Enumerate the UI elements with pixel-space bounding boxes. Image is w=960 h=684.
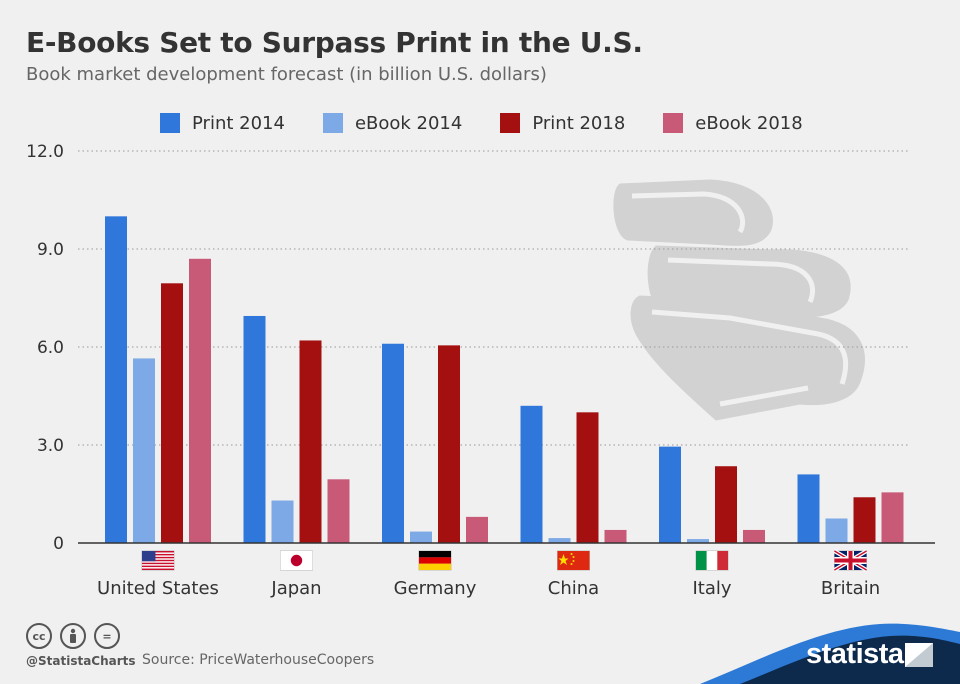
x-tick-label: Britain (821, 578, 880, 599)
flag-stripe (142, 559, 174, 562)
bar-print-2014 (797, 474, 820, 543)
japan-flag-icon (280, 550, 313, 571)
flag-stripe (419, 563, 451, 570)
x-tick-label: Germany (394, 578, 477, 599)
flag-stripe (142, 551, 174, 553)
flag-stripe (717, 551, 728, 570)
y-tick-label: 0 (53, 534, 64, 554)
x-tick-label: United States (97, 578, 219, 599)
italy-flag-icon (695, 550, 729, 571)
flag-small-star (570, 563, 573, 565)
legend-label: Print 2014 (192, 112, 285, 134)
books-illustration-details (631, 191, 849, 407)
flag-stripe (706, 551, 718, 570)
flag-cross-red (834, 558, 867, 563)
bar-print-2018 (576, 412, 599, 543)
bar-ebook-2014 (548, 538, 571, 543)
bar-print-2014 (659, 446, 681, 543)
bar-print-2018 (715, 466, 737, 543)
statista-handle[interactable]: @StatistaCharts (26, 654, 136, 668)
y-axis: 12.0 9.0 6.0 3.0 0 (26, 142, 64, 554)
bar-ebook-2018 (466, 516, 488, 543)
flag-small-star (572, 556, 575, 558)
legend: Print 2014 eBook 2014 Print 2018 eBook 2… (160, 110, 841, 136)
flag-stripe (696, 551, 707, 570)
legend-swatch (500, 113, 521, 133)
bar-ebook-2018 (327, 479, 350, 543)
legend-swatch (160, 113, 180, 133)
bar-ebook-2018 (604, 529, 627, 543)
grid (78, 150, 910, 446)
bar-ebook-2014 (410, 531, 432, 543)
bars (105, 216, 904, 544)
bar-print-2014 (520, 405, 543, 543)
y-tick-label: 6.0 (37, 338, 64, 358)
china-flag-icon (557, 550, 590, 571)
bar-print-2014 (105, 216, 127, 544)
germany-flag-icon (418, 550, 452, 571)
legend-label: eBook 2018 (695, 112, 803, 134)
legend-label: Print 2018 (532, 112, 626, 134)
flag-canton (142, 551, 156, 562)
uk-flag-icon (833, 549, 868, 572)
bar-ebook-2018 (743, 529, 765, 543)
flag-stripe (419, 557, 451, 564)
us-flag-icon (141, 550, 175, 571)
source-note: Source: PriceWaterhouseCoopers (142, 652, 375, 668)
bar-ebook-2018 (189, 258, 211, 543)
bar-ebook-2014 (271, 500, 294, 543)
flag-stripe (142, 556, 174, 559)
y-tick-label: 9.0 (37, 240, 64, 260)
attribution-icon[interactable] (60, 623, 86, 649)
flag-small-star (570, 553, 573, 555)
creative-commons-icon[interactable]: cc (26, 623, 52, 649)
flag-stripe (142, 565, 174, 568)
country-flags (141, 549, 868, 572)
flag-star (558, 554, 569, 565)
bar-print-2018 (853, 497, 876, 543)
bar-print-2014 (382, 343, 404, 543)
chart-subtitle: Book market development forecast (in bil… (26, 64, 547, 85)
statista-logo-icon (905, 643, 933, 667)
no-derivatives-icon[interactable]: = (94, 623, 120, 649)
flag-small-star (572, 560, 575, 562)
x-tick-label: Italy (692, 578, 731, 599)
legend-swatch (322, 113, 343, 133)
bar-print-2018 (161, 283, 183, 543)
legend-label: eBook 2014 (354, 112, 463, 134)
bar-print-2018 (438, 345, 460, 543)
bar-print-2014 (243, 315, 266, 543)
legend-item-ebook-2018: eBook 2018 (663, 112, 803, 134)
legend-item-ebook-2014: eBook 2014 (322, 112, 463, 134)
legend-item-print-2018: Print 2018 (500, 113, 625, 134)
flag-stripe (142, 562, 174, 565)
y-tick-label: 12.0 (26, 142, 64, 162)
x-tick-label: Japan (270, 578, 321, 599)
license-icons: cc = (26, 623, 128, 649)
legend-swatch (663, 113, 684, 133)
bar-ebook-2018 (881, 492, 904, 543)
bar-ebook-2014 (687, 539, 709, 543)
flag-stripe (142, 568, 174, 570)
chart-title: E-Books Set to Surpass Print in the U.S. (26, 26, 643, 59)
flag-stripe (142, 553, 174, 556)
flag-sun (290, 554, 303, 567)
y-tick-label: 3.0 (37, 436, 64, 456)
bar-print-2018 (299, 340, 322, 543)
x-tick-label: China (548, 578, 599, 599)
x-axis: United States Japan Germany China Italy Brita… (97, 578, 880, 599)
bar-ebook-2014 (133, 358, 155, 543)
flag-stripe (419, 551, 451, 558)
bar-ebook-2014 (825, 518, 848, 543)
legend-item-print-2014: Print 2014 (160, 113, 285, 134)
statista-logo[interactable]: statista (806, 638, 904, 670)
